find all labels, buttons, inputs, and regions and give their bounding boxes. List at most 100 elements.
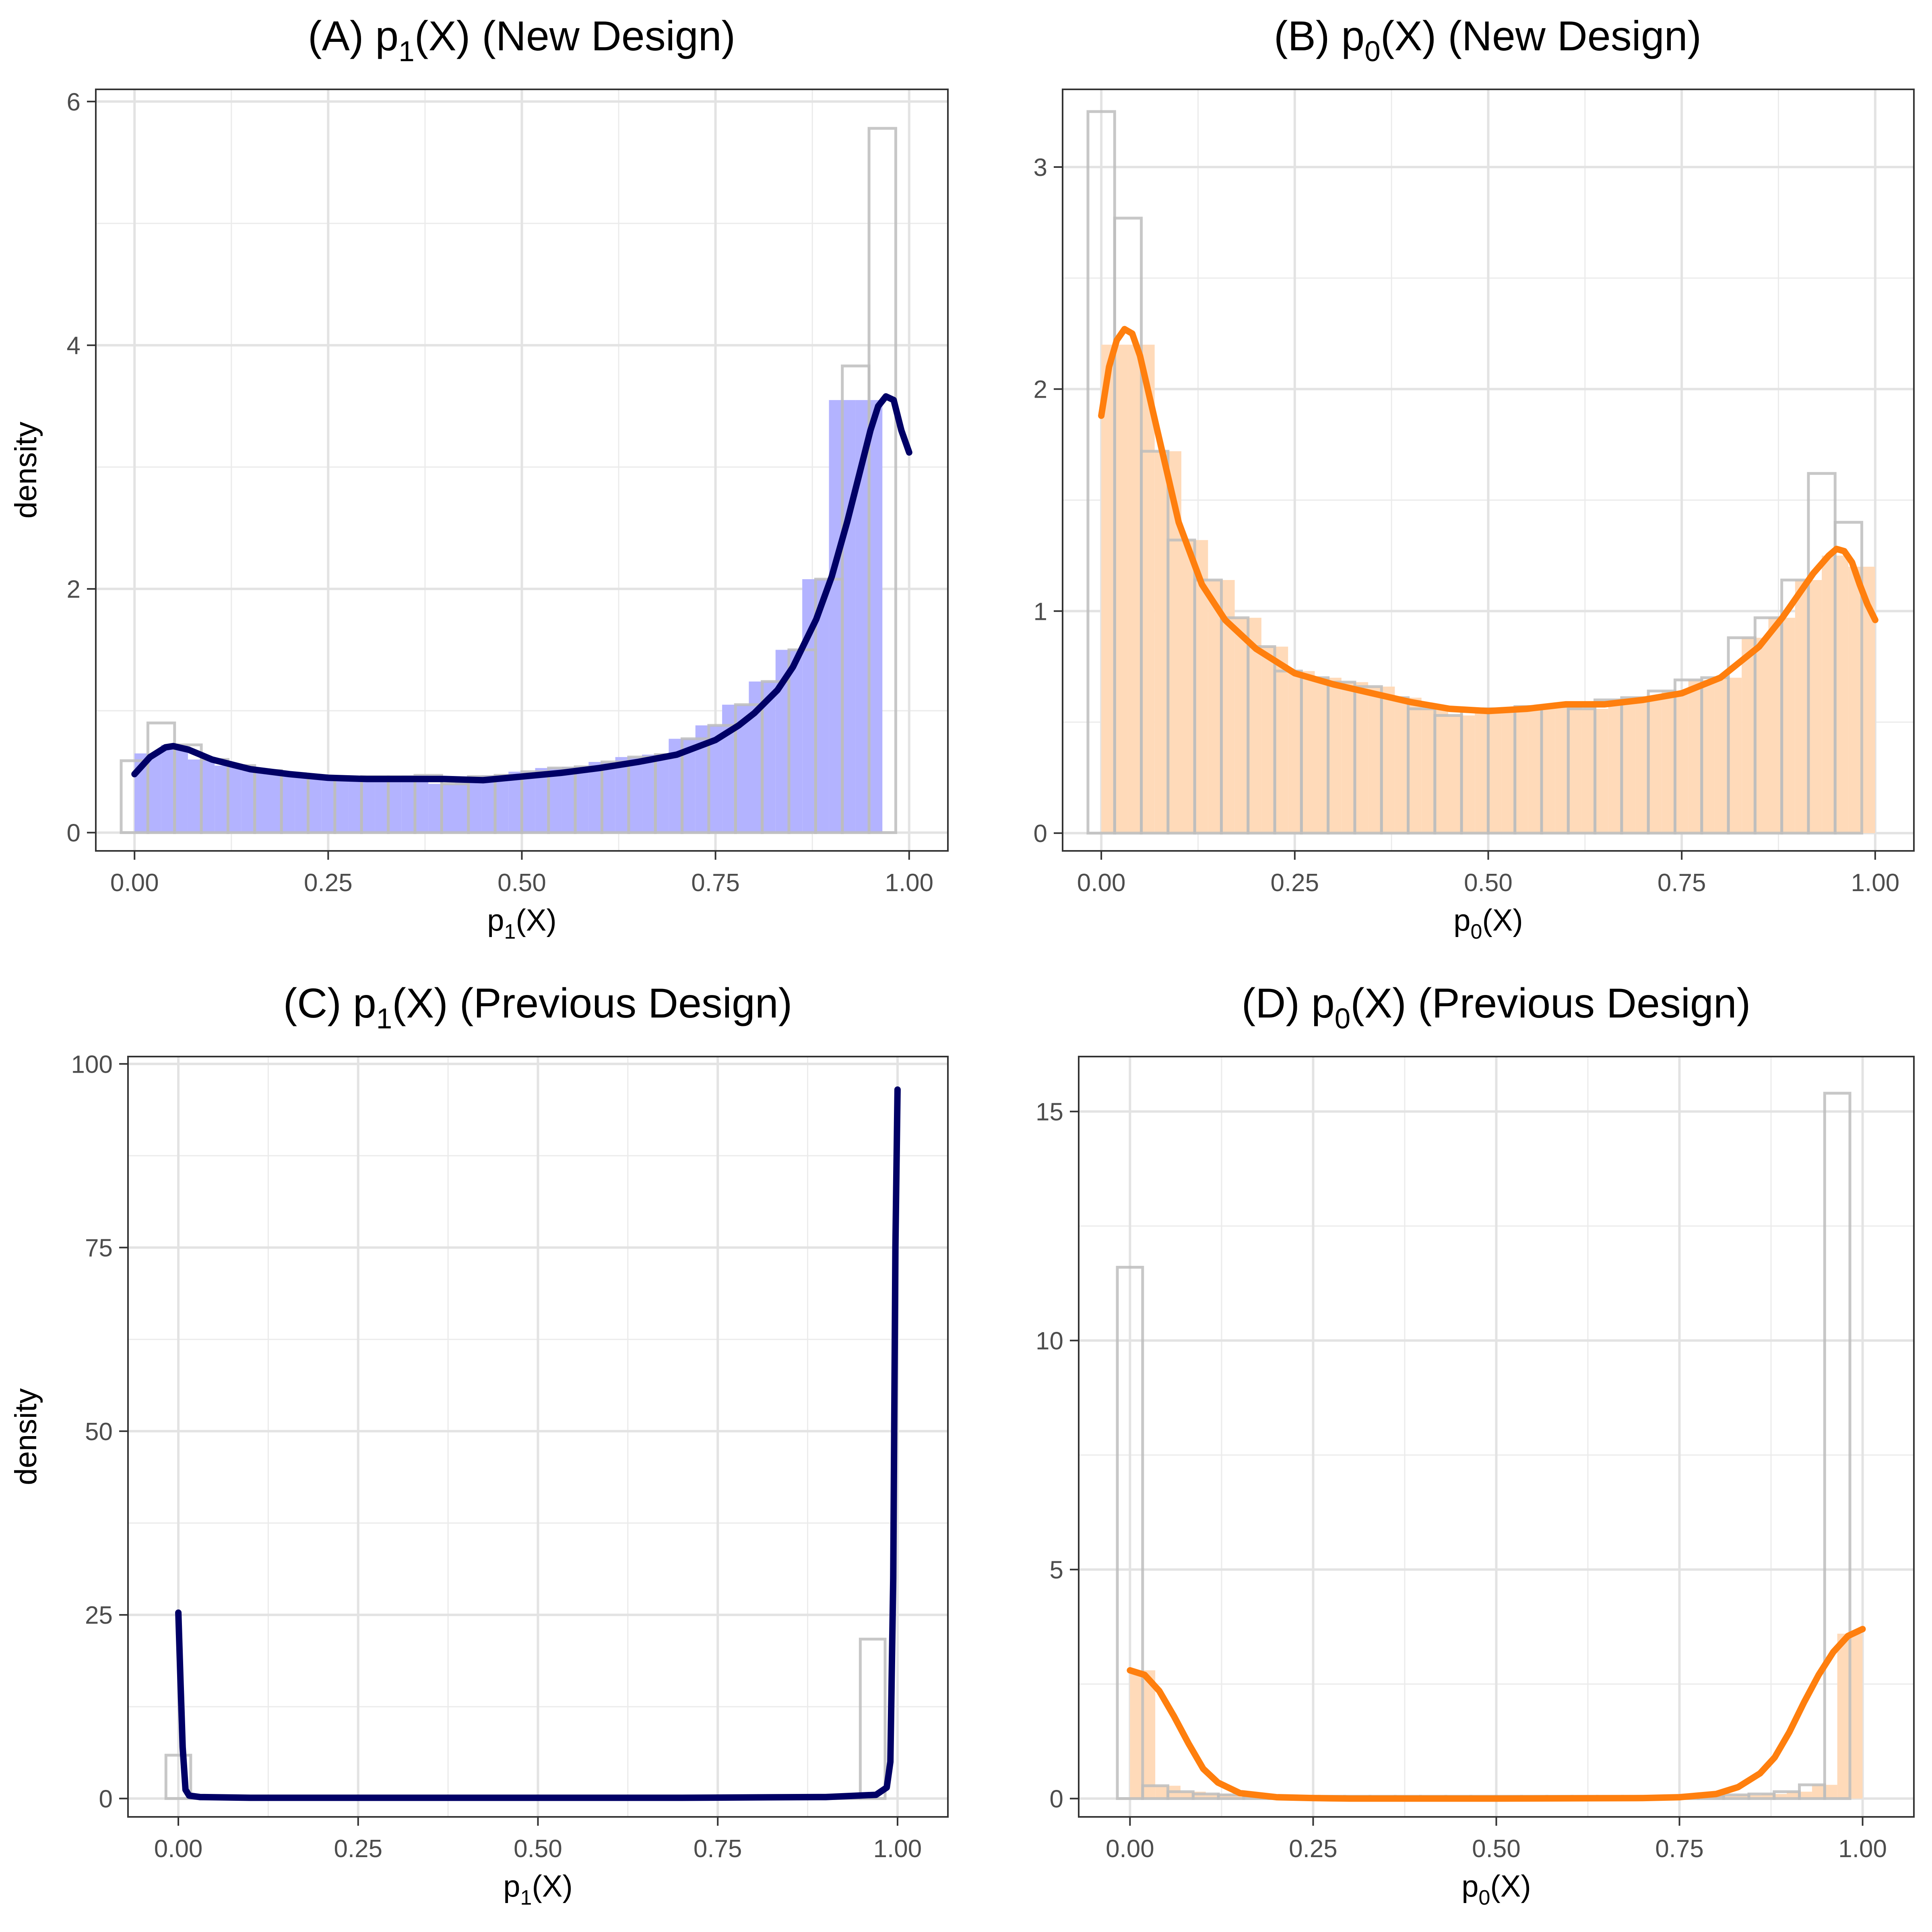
y-tick-label: 25 [85, 1602, 113, 1629]
panel-b-x-axis: 0.00 0.25 0.50 0.75 1.00 [1077, 851, 1899, 897]
y-tick-label: 50 [85, 1418, 113, 1446]
x-tick-label: 0.75 [694, 1835, 742, 1863]
y-tick-label: 0 [1050, 1785, 1063, 1813]
panel-a-x-axis-title-suffix: (X) [516, 903, 556, 937]
panel-a-x-axis-title-prefix: p [487, 903, 504, 937]
panel-a-y-axis-title: density [9, 422, 43, 519]
panel-c-x-axis-title-subscript: 1 [520, 1886, 532, 1909]
panel-a-title-subscript: 1 [398, 36, 415, 68]
x-tick-label: 0.00 [110, 869, 159, 897]
panel-d-title: (D) p0(X) (Previous Design) [1242, 980, 1751, 1035]
panel-b-title-prefix: (B) p [1274, 13, 1364, 60]
panel-b-y-axis-title: density [9, 422, 43, 519]
histogram-bar [1823, 1092, 1852, 1800]
x-tick-label: 0.25 [1289, 1835, 1338, 1863]
panel-c-title-suffix: (X) (Previous Design) [392, 980, 792, 1027]
y-tick-label: 1 [1034, 598, 1047, 625]
panel-d-grid [1079, 1057, 1914, 1817]
panel-c-y-axis: 0 25 50 75 100 [71, 1051, 128, 1813]
x-tick-label: 0.25 [304, 869, 353, 897]
y-tick-label: 0 [1034, 820, 1047, 848]
panel-b-x-axis-title-prefix: p [1453, 903, 1470, 937]
panel-c-x-axis-title: p1(X) [503, 1869, 573, 1909]
panel-c-x-axis: 0.00 0.25 0.50 0.75 1.00 [154, 1817, 922, 1863]
y-tick-label: 3 [1034, 154, 1047, 182]
panel-a-title-prefix: (A) p [308, 13, 398, 60]
panel-b-title-subscript: 0 [1364, 36, 1381, 68]
x-tick-label: 0.25 [1270, 869, 1319, 897]
panel-a-x-axis: 0.00 0.25 0.50 0.75 1.00 [110, 851, 933, 897]
panel-a-density-curve [131, 393, 912, 784]
panel-c-title-subscript: 1 [376, 1003, 392, 1035]
x-tick-label: 1.00 [1838, 1835, 1887, 1863]
panel-c-grid [128, 1057, 948, 1817]
x-tick-label: 0.75 [1657, 869, 1706, 897]
panel-c-title-prefix: (C) p [283, 980, 376, 1027]
x-tick-label: 0.00 [154, 1835, 203, 1863]
panel-b-x-axis-title: p0(X) [1453, 903, 1523, 943]
x-tick-label: 0.25 [334, 1835, 382, 1863]
panel-b: 0.00 0.25 0.50 0.75 1.000123densityp0(X)(B) … [9, 13, 1915, 943]
panel-c-x-axis-title-prefix: p [503, 1869, 520, 1903]
panel-c-y-axis-title: density [9, 1388, 43, 1485]
y-tick-label: 100 [71, 1051, 113, 1078]
panel-b-density-curve [1098, 326, 1878, 714]
panel-d-density-curve [1127, 1626, 1866, 1802]
panel-b-x-axis-title-subscript: 0 [1471, 920, 1482, 943]
panel-d-x-axis-title-subscript: 0 [1479, 1886, 1490, 1909]
panel-c-x-axis-title-suffix: (X) [532, 1869, 572, 1903]
panel-b-histogram [1086, 110, 1864, 835]
y-tick-label: 0 [67, 819, 80, 847]
panel-d-x-axis-title-prefix: p [1461, 1869, 1478, 1903]
y-tick-label: 6 [67, 88, 80, 116]
panel-d: 0.00 0.25 0.50 0.75 1.00051015densityp0(X)(D… [9, 980, 1915, 1909]
panel-c-density-curve [175, 1086, 901, 1801]
panel-c: 0.00 0.25 0.50 0.75 1.000255075100densityp1(… [9, 980, 949, 1909]
panel-b-title-suffix: (X) (New Design) [1381, 13, 1701, 60]
panel-b-y-axis: 0 1 2 3 [1034, 154, 1063, 848]
panel-a-x-axis-title-subscript: 1 [504, 920, 516, 943]
histogram-bar [1833, 521, 1864, 835]
panel-c-title: (C) p1(X) (Previous Design) [283, 980, 793, 1035]
panel-d-x-axis-title: p0(X) [1461, 1869, 1531, 1909]
panel-d-title-prefix: (D) p [1242, 980, 1335, 1027]
panel-a-title: (A) p1(X) (New Design) [308, 13, 735, 68]
y-tick-label: 0 [99, 1785, 113, 1813]
x-tick-label: 0.50 [1472, 1835, 1521, 1863]
y-tick-label: 4 [67, 332, 80, 360]
x-tick-label: 0.75 [1655, 1835, 1704, 1863]
y-tick-label: 5 [1050, 1556, 1063, 1584]
y-tick-label: 75 [85, 1234, 113, 1262]
panel-d-title-subscript: 0 [1335, 1003, 1351, 1035]
x-tick-label: 0.75 [691, 869, 740, 897]
x-tick-label: 0.00 [1106, 1835, 1154, 1863]
panel-a-x-axis-title: p1(X) [487, 903, 557, 943]
panel-d-y-axis: 0 5 10 15 [1036, 1098, 1079, 1813]
x-tick-label: 0.00 [1077, 869, 1126, 897]
panel-a-title-suffix: (X) (New Design) [415, 13, 735, 60]
y-tick-label: 2 [67, 576, 80, 603]
panel-b-title: (B) p0(X) (New Design) [1274, 13, 1701, 68]
histogram-bar [867, 127, 897, 834]
x-tick-label: 1.00 [873, 1835, 922, 1863]
x-tick-label: 0.50 [514, 1835, 562, 1863]
histogram-bar [1116, 1265, 1144, 1800]
panel-d-title-suffix: (X) (Previous Design) [1350, 980, 1750, 1027]
histogram-bar [164, 1754, 192, 1800]
panel-a: 0.00 0.25 0.50 0.75 1.000246densityp1(X)(A) … [9, 13, 949, 943]
panel-d-x-axis: 0.00 0.25 0.50 0.75 1.00 [1106, 1817, 1887, 1863]
panel-d-y-axis-title: density [9, 1388, 43, 1485]
histogram-bar [859, 1637, 887, 1800]
x-tick-label: 0.50 [497, 869, 546, 897]
x-tick-label: 1.00 [1851, 869, 1900, 897]
y-tick-label: 10 [1036, 1327, 1063, 1355]
panel-b-x-axis-title-suffix: (X) [1482, 903, 1523, 937]
panel-a-y-axis: 0 2 4 6 [67, 88, 96, 847]
panel-d-x-axis-title-suffix: (X) [1490, 1869, 1531, 1903]
x-tick-label: 1.00 [885, 869, 933, 897]
x-tick-label: 0.50 [1464, 869, 1513, 897]
panel-a-histogram [120, 127, 897, 834]
y-tick-label: 2 [1034, 376, 1047, 404]
